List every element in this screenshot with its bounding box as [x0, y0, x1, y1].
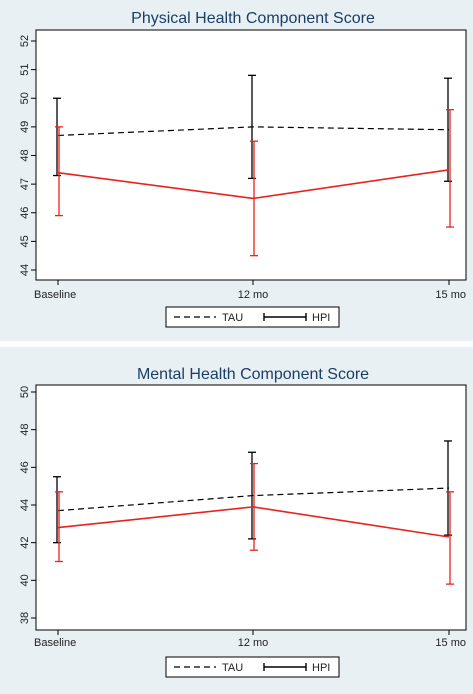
chart2-legend-tau-label: TAU	[222, 662, 243, 674]
chart1-ytick-label: 47	[19, 178, 31, 190]
chart1-xtick-label: 12 mo	[238, 289, 269, 301]
chart1-legend-hpi-label: HPI	[312, 312, 330, 324]
chart2-ytick-label: 44	[19, 499, 31, 511]
chart2-legend-hpi-label: HPI	[312, 662, 330, 674]
chart1-ytick-label: 48	[19, 149, 31, 161]
chart1-ytick-label: 51	[19, 64, 31, 76]
chart2-xtick-label: 12 mo	[238, 637, 269, 649]
chart2-ytick-label: 38	[19, 612, 31, 624]
physical-health-chart: Physical Health Component Score 44 45 46 47 4…	[19, 10, 467, 328]
chart2-hpi-line	[57, 506, 450, 538]
mental-health-panel: Mental Health Component Score 38 40 42 44 46 4…	[0, 347, 473, 694]
chart1-plot-area	[35, 29, 467, 281]
chart1-ytick-label: 44	[19, 264, 31, 276]
chart1-tau-line	[57, 126, 450, 137]
chart2-ytick-label: 48	[19, 424, 31, 436]
chart1-legend-box	[165, 306, 340, 328]
chart1-ytick-label: 49	[19, 121, 31, 133]
chart1-legend-tau-label: TAU	[222, 312, 243, 324]
physical-health-panel: Physical Health Component Score 44 45 46 47 4…	[0, 0, 473, 341]
chart1-xtick-label: 15 mo	[435, 289, 466, 301]
chart1-ytick-label: 46	[19, 207, 31, 219]
chart1-ytick-label: 52	[19, 35, 31, 47]
mental-health-chart: Mental Health Component Score 38 40 42 44 46 4…	[19, 366, 467, 678]
chart1-title: Physical Health Component Score	[131, 10, 375, 27]
chart2-ytick-label: 50	[19, 386, 31, 398]
chart2-ytick-label: 40	[19, 574, 31, 586]
chart2-tau-line	[57, 487, 450, 512]
chart1-hpi-line	[57, 169, 450, 200]
chart2-legend-box	[165, 656, 340, 678]
chart1-legend: TAU HPI	[165, 306, 340, 328]
chart2-ytick-label: 42	[19, 537, 31, 549]
chart1-ytick-label: 50	[19, 92, 31, 104]
chart2-xtick-label: Baseline	[34, 637, 76, 649]
chart2-title: Mental Health Component Score	[137, 366, 369, 383]
chart2-xtick-label: 15 mo	[435, 637, 466, 649]
chart1-xtick-label: Baseline	[34, 289, 76, 301]
chart1-ytick-label: 45	[19, 235, 31, 247]
chart2-legend: TAU HPI	[165, 656, 340, 678]
chart2-ytick-label: 46	[19, 461, 31, 473]
